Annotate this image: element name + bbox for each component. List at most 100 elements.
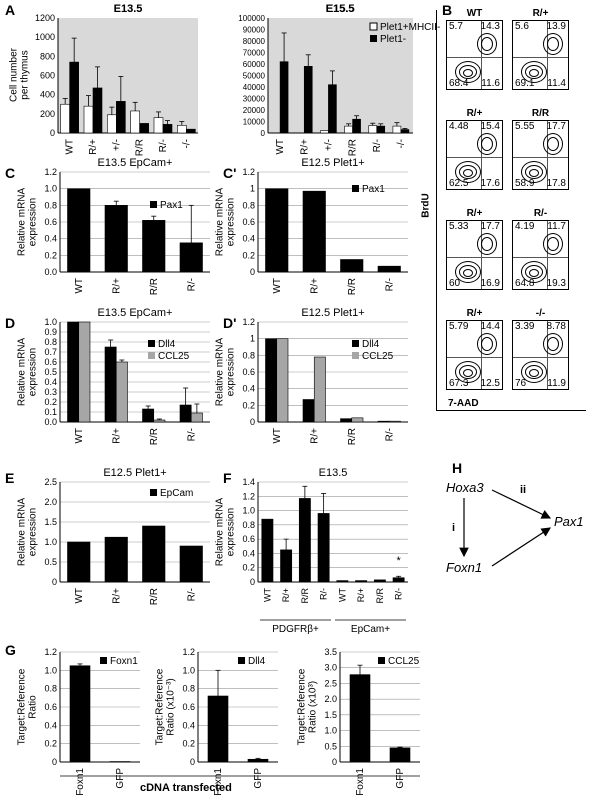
contour-ring	[481, 37, 493, 51]
bar	[179, 545, 203, 583]
y-tick-label: 0.6	[44, 702, 57, 712]
bar	[261, 518, 274, 583]
contour-ring	[525, 365, 543, 379]
y-tick-label: 1.2	[242, 491, 255, 501]
chart-G1: 0 0.2 0.4 0.6 0.8 1.0 1.2 Foxn1 GFP Target:Refere…	[17, 647, 140, 796]
quadrant-percent: 11.9	[547, 378, 566, 389]
y-tick-label: 100000	[238, 14, 265, 23]
contour-ring	[459, 65, 477, 79]
panel-label-b: B	[442, 2, 453, 18]
contour-ring	[481, 337, 493, 351]
y-axis-label: Target:ReferenceRatio (x10³)	[297, 668, 319, 745]
panel-label-d-prime: D'	[223, 315, 237, 331]
edge-label-ii: ii	[520, 484, 527, 496]
7aad-axis	[436, 410, 586, 411]
legend-swatch	[150, 489, 157, 496]
chart-C: 0.0 0.2 0.4 0.6 0.8 1.0 1.2 WT R/+ R/R R/- E13.5 Ep…	[17, 157, 210, 295]
bar	[351, 417, 364, 423]
y-tick-label: 600	[40, 71, 55, 81]
contour-ring	[525, 165, 543, 179]
y-tick-label: 1.2	[182, 647, 195, 657]
y-axis-label: Target:ReferenceRatio (x10⁻³)	[155, 668, 177, 745]
y-tick-label: 0.6	[242, 217, 255, 227]
x-tick-label: R/-	[186, 278, 197, 291]
x-tick-label: WT	[272, 428, 283, 444]
legend-label: Pax1	[362, 184, 385, 195]
chart-title: E12.5 Plet1+	[103, 467, 166, 479]
y-tick-label: 20000	[243, 106, 266, 115]
gate-line-horizontal	[447, 57, 502, 58]
x-tick-label: Foxn1	[75, 768, 86, 796]
bar	[377, 265, 401, 273]
bar	[179, 404, 192, 423]
y-tick-label: 1.0	[44, 665, 57, 675]
brdu-axis	[436, 10, 437, 410]
legend-swatch	[352, 185, 359, 192]
x-tick-label: R/-	[372, 139, 383, 152]
gate-line-vertical	[481, 121, 482, 189]
y-tick-label: 0.3	[44, 387, 57, 397]
bar	[207, 695, 229, 763]
legend-swatch	[369, 22, 378, 31]
quadrant-percent: 16.9	[480, 278, 500, 289]
bar	[142, 525, 166, 583]
panel-h-diagram: Hoxa3 Pax1 Foxn1 i ii	[440, 470, 600, 590]
x-tick-label: R/+	[356, 588, 366, 602]
y-tick-label: 0.8	[44, 337, 57, 347]
flow-plot-title: WT	[466, 8, 483, 19]
contour-ring	[547, 137, 559, 151]
panel-label-a: A	[5, 2, 16, 18]
quadrant-percent: 69.1	[515, 78, 535, 89]
contour-ring	[543, 33, 563, 55]
panel-a-right-title: E15.5	[326, 3, 355, 15]
bar	[190, 412, 203, 423]
chart-a-right: 0 10000 20000 30000 40000 50000 60000 70000 8000…	[238, 3, 440, 156]
x-tick-label: WT	[337, 588, 347, 602]
contour-ring	[543, 333, 563, 355]
quadrant-percent: 11.4	[547, 78, 566, 89]
x-tick-label: R/R	[347, 428, 358, 445]
quadrant-percent: 17.7	[480, 221, 500, 232]
bar	[104, 536, 128, 583]
y-tick-label: 1.0	[44, 537, 57, 547]
contour-ring	[525, 265, 543, 279]
flow-plot-title: R/-	[533, 208, 548, 219]
quadrant-percent: 8.78	[546, 321, 566, 332]
y-tick-label: 200	[40, 109, 55, 119]
x-tick-label: +/-	[111, 139, 122, 151]
bar	[313, 356, 326, 423]
y-tick-label: 2.0	[44, 497, 57, 507]
x-tick-label: R/-	[394, 588, 404, 600]
flow-plot: 5.79 14.4 67.3 12.5	[446, 320, 503, 390]
quadrant-percent: 15.4	[480, 121, 500, 132]
bar	[280, 549, 293, 583]
bar	[265, 338, 278, 423]
contour-ring	[455, 61, 481, 83]
plot-background	[268, 18, 413, 133]
contour-ring	[455, 361, 481, 383]
y-tick-label: 0.5	[44, 557, 57, 567]
quadrant-percent: 5.79	[449, 321, 469, 332]
quadrant-percent: 19.3	[546, 278, 566, 289]
chart-title: E13.5 EpCam+	[98, 307, 173, 319]
x-tick-label: GFP	[253, 768, 264, 789]
bar	[142, 408, 155, 423]
group-label: PDGFRβ+	[272, 624, 319, 635]
y-tick-label: 0.5	[324, 741, 337, 751]
chart-G3: 0 0.5 1.0 1.5 2.0 2.5 3.0 3.5 Foxn1 GFP Target:Ref…	[297, 647, 420, 796]
gate-line-vertical	[547, 21, 548, 89]
bar	[265, 188, 289, 273]
y-tick-label: 1200	[35, 13, 55, 23]
y-tick-label: 1.2	[44, 167, 57, 177]
y-tick-label: 1.0	[182, 665, 195, 675]
y-tick-label: 0	[250, 417, 255, 427]
x-tick-label: R/-	[186, 428, 197, 441]
y-tick-label: 0	[52, 577, 57, 587]
x-tick-label: WT	[65, 139, 76, 155]
y-tick-label: 0.6	[44, 357, 57, 367]
y-tick-label: 1	[250, 334, 255, 344]
contour-ring	[521, 161, 547, 183]
gate-line-vertical	[481, 21, 482, 89]
contour-ring	[521, 361, 547, 383]
x-tick-label: R/R	[348, 139, 359, 156]
